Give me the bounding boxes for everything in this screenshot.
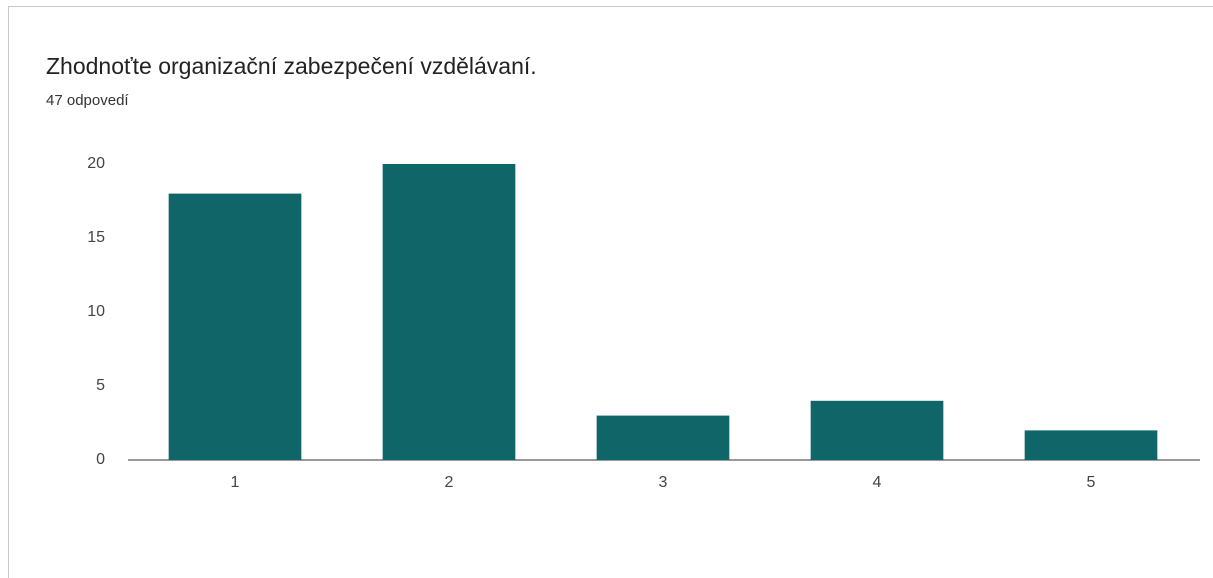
x-tick-label: 5 bbox=[1087, 474, 1096, 491]
bar bbox=[1024, 430, 1158, 460]
bar bbox=[382, 164, 516, 460]
x-tick-label: 2 bbox=[445, 474, 454, 491]
bar bbox=[810, 400, 944, 460]
y-tick-label: 20 bbox=[87, 155, 105, 172]
bar bbox=[168, 193, 302, 460]
y-tick-label: 10 bbox=[87, 303, 105, 320]
chart-title: Zhodnoťte organizační zabezpečení vzdělá… bbox=[46, 53, 537, 79]
bar bbox=[596, 415, 730, 460]
x-tick-label: 4 bbox=[873, 474, 882, 491]
y-tick-label: 15 bbox=[87, 229, 105, 246]
y-tick-label: 5 bbox=[96, 377, 105, 394]
y-tick-label: 0 bbox=[96, 451, 105, 468]
x-tick-label: 3 bbox=[659, 474, 668, 491]
chart-subtitle: 47 odpovedí bbox=[46, 92, 129, 109]
x-tick-label: 1 bbox=[231, 474, 240, 491]
